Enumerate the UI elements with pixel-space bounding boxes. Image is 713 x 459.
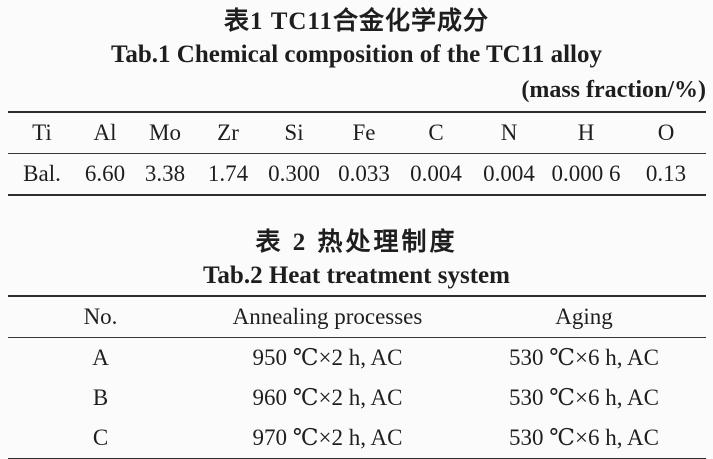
- table2-header-row: No. Annealing processes Aging: [8, 296, 706, 338]
- table2-data-cell: C: [92, 425, 109, 450]
- table2-data-cell: 950 ℃×2 h, AC: [252, 345, 403, 370]
- table1-header-cell: N: [500, 120, 518, 145]
- table2-data-cell: B: [92, 385, 109, 410]
- table1-header-cell: Ti: [32, 120, 52, 145]
- table2-header-cell: Aging: [555, 304, 613, 329]
- table1-data-cell: 3.38: [144, 161, 186, 186]
- table1-header-cell: Mo: [149, 120, 181, 145]
- table2-data-row: C 970 ℃×2 h, AC 530 ℃×6 h, AC: [8, 418, 706, 459]
- table1-header-cell: H: [577, 120, 595, 145]
- table1-data-cell: 0.13: [645, 161, 687, 186]
- table2-data-cell: 530 ℃×6 h, AC: [509, 425, 659, 450]
- table2-title-chinese: 表 2 热处理制度: [255, 229, 458, 256]
- table1-header-cell: O: [657, 120, 675, 145]
- table2-data-cell: A: [92, 345, 109, 370]
- table1-data-cell: 6.60: [84, 161, 126, 186]
- table1-header-cell: Si: [284, 120, 304, 145]
- table2-data-cell: 530 ℃×6 h, AC: [509, 385, 659, 410]
- table1-data-cell: 0.000 6: [551, 161, 621, 186]
- table1-data-cell: Bal.: [23, 161, 61, 186]
- table2-data-cell: 960 ℃×2 h, AC: [252, 385, 403, 410]
- table1-data-cell: 1.74: [207, 161, 249, 186]
- table1-title-english: Tab.1 Chemical composition of the TC11 a…: [110, 41, 602, 68]
- table2-header-cell: No.: [83, 304, 118, 329]
- table2-title-english: Tab.2 Heat treatment system: [203, 262, 510, 289]
- table1-data-cell: 0.033: [338, 161, 390, 186]
- table1-unit-note: (mass fraction/%): [521, 77, 706, 103]
- table2-data-row: A 950 ℃×2 h, AC 530 ℃×6 h, AC: [8, 338, 706, 379]
- table1-data-row: Bal. 6.60 3.38 1.74 0.300 0.033 0.004 0.…: [8, 154, 706, 196]
- table1-header-cell: Al: [93, 120, 117, 145]
- table1-title-chinese: 表1 TC11合金化学成分: [223, 8, 490, 35]
- table2-data-cell: 530 ℃×6 h, AC: [509, 345, 659, 370]
- table1-chemical-composition: Ti Al Mo Zr Si Fe C N H O Bal. 6.60 3.38…: [8, 111, 706, 196]
- table2-data-row: B 960 ℃×2 h, AC 530 ℃×6 h, AC: [8, 378, 706, 418]
- table1-data-cell: 0.300: [268, 161, 320, 186]
- table2-header-cell: Annealing processes: [232, 304, 423, 329]
- table1-header-cell: Zr: [217, 120, 239, 145]
- table1-header-row: Ti Al Mo Zr Si Fe C N H O: [8, 112, 706, 154]
- table2-heat-treatment: No. Annealing processes Aging A 950 ℃×2 …: [8, 295, 706, 459]
- table1-data-cell: 0.004: [410, 161, 462, 186]
- table1-data-cell: 0.004: [483, 161, 535, 186]
- table1-header-cell: Fe: [352, 120, 376, 145]
- table2-data-cell: 970 ℃×2 h, AC: [252, 425, 403, 450]
- table1-header-cell: C: [428, 120, 444, 145]
